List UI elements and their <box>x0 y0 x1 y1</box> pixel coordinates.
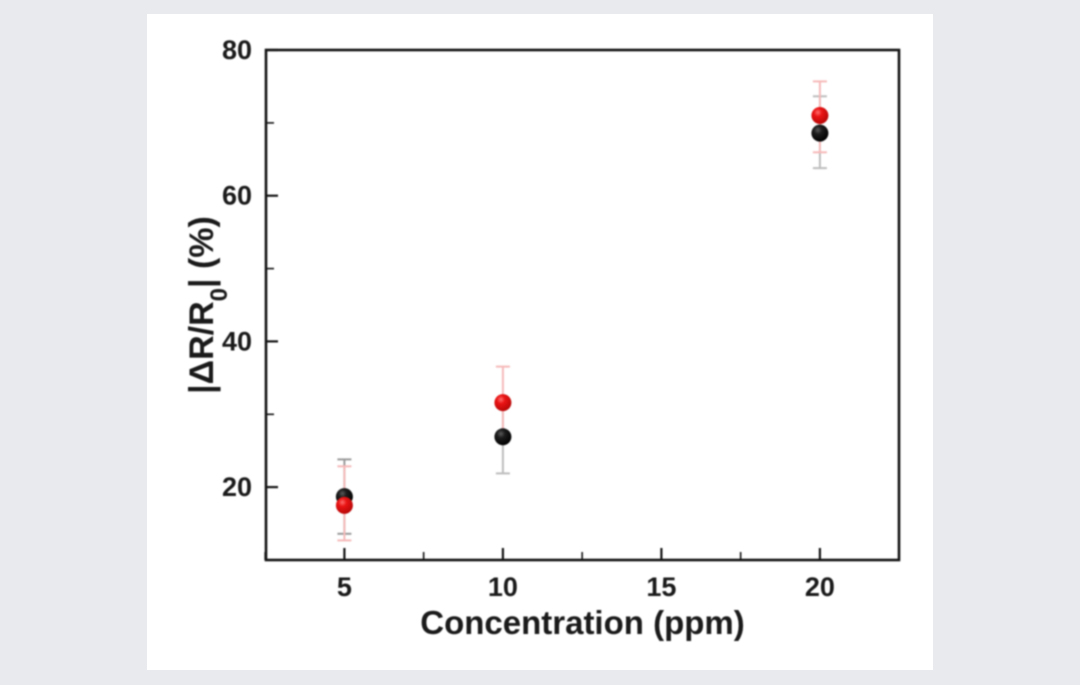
svg-text:60: 60 <box>222 181 252 211</box>
svg-text:10: 10 <box>488 572 518 602</box>
svg-text:Concentration (ppm): Concentration (ppm) <box>420 604 744 641</box>
svg-text:20: 20 <box>805 572 835 602</box>
svg-text:80: 80 <box>222 35 252 65</box>
svg-text:40: 40 <box>222 326 252 356</box>
svg-text:|ΔR/R0| (%): |ΔR/R0| (%) <box>183 216 233 394</box>
svg-text:5: 5 <box>337 572 352 602</box>
svg-text:15: 15 <box>646 572 676 602</box>
svg-text:20: 20 <box>222 472 252 502</box>
